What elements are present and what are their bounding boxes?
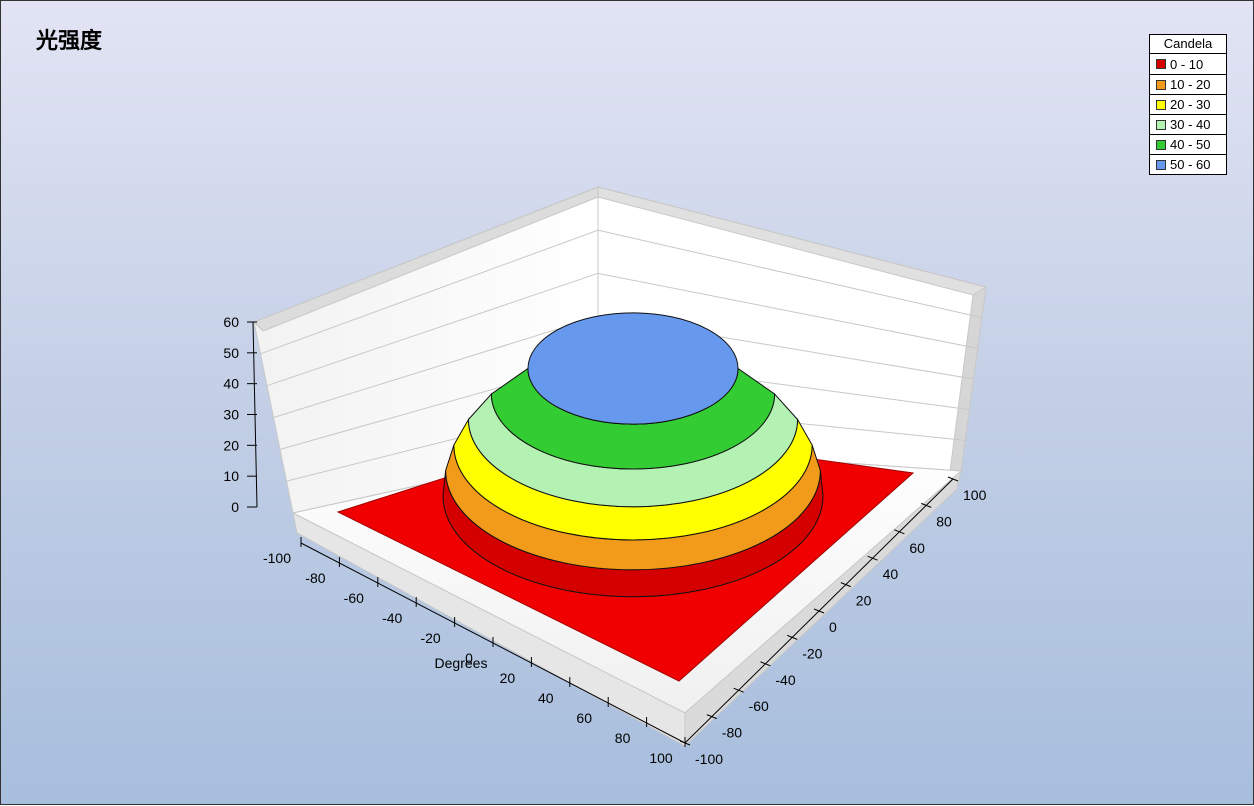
y-tick [679, 740, 691, 746]
legend: Candela 0 - 10 10 - 20 20 - 30 30 - 40 40 - … [1149, 34, 1227, 175]
x-tick-label: 40 [538, 690, 554, 706]
legend-item: 0 - 10 [1150, 54, 1226, 74]
legend-item: 10 - 20 [1150, 74, 1226, 94]
gridline [273, 316, 599, 418]
legend-label: 10 - 20 [1170, 77, 1211, 92]
y-tick-label: -20 [802, 645, 822, 661]
y-tick [947, 476, 959, 482]
z-tick-label: 0 [231, 499, 239, 515]
y-tick [921, 502, 932, 508]
y-tick [840, 582, 851, 588]
y-tick-label: 100 [963, 487, 987, 503]
y-tick [733, 687, 744, 693]
legend-item: 40 - 50 [1150, 134, 1226, 154]
x-tick-label: -100 [263, 550, 291, 566]
y-tick-label: -60 [749, 698, 769, 714]
y-tick-label: 40 [883, 566, 899, 582]
legend-label: 50 - 60 [1170, 157, 1211, 172]
y-tick [894, 529, 905, 535]
z-axis-line [252, 321, 258, 508]
y-tick-label: -80 [722, 725, 742, 741]
legend-swatch [1156, 119, 1166, 130]
z-tick-label: 50 [223, 345, 239, 361]
y-tick-label: -100 [695, 751, 723, 767]
z-tick-label: 20 [223, 437, 239, 453]
legend-swatch [1156, 79, 1166, 90]
legend-item: 20 - 30 [1150, 94, 1226, 114]
gridline [597, 186, 987, 288]
x-tick-label: -60 [344, 590, 364, 606]
surface-peak-cap [527, 312, 739, 425]
z-tick-label: 10 [223, 468, 239, 484]
legend-title: Candela [1150, 35, 1226, 54]
y-tick-label: 80 [936, 513, 952, 529]
legend-swatch [1156, 139, 1166, 150]
legend-item: 30 - 40 [1150, 114, 1226, 134]
gridline [597, 229, 982, 319]
y-tick [813, 608, 825, 614]
x-tick-label: -80 [305, 570, 325, 586]
x-tick-label: 80 [615, 730, 631, 746]
legend-swatch [1156, 99, 1166, 110]
z-tick-label: 30 [223, 407, 239, 423]
x-tick-label: -20 [420, 630, 440, 646]
x-tick-label: 60 [576, 710, 592, 726]
x-tick-label: -40 [382, 610, 402, 626]
y-tick-label: 60 [909, 540, 925, 556]
y-tick [706, 714, 717, 720]
gridline [597, 272, 978, 349]
legend-label: 20 - 30 [1170, 97, 1211, 112]
legend-label: 40 - 50 [1170, 137, 1211, 152]
x-axis: -100 -80 -60 -40 -20 0 20 40 60 80 100 [263, 537, 686, 766]
gridline [260, 229, 599, 355]
x-tick-label: 0 [465, 650, 473, 666]
x-axis-label: Degrees [435, 655, 488, 671]
legend-swatch [1156, 159, 1166, 170]
legend-swatch [1156, 59, 1166, 69]
x-tick-label: 100 [649, 750, 673, 766]
x-tick-label: 20 [500, 670, 516, 686]
gridline [266, 272, 599, 387]
legend-label: 30 - 40 [1170, 117, 1211, 132]
legend-item: 50 - 60 [1150, 154, 1226, 174]
chart-title: 光强度 [36, 29, 103, 54]
z-tick-label: 60 [223, 314, 239, 330]
y-tick [760, 661, 771, 667]
surface-dome [442, 312, 824, 598]
y-tick-label: -40 [775, 672, 795, 688]
y-tick [787, 634, 798, 640]
y-tick-label: 20 [856, 593, 872, 609]
legend-label: 0 - 10 [1170, 56, 1204, 72]
y-tick [867, 555, 878, 561]
y-tick-label: 0 [829, 619, 837, 635]
y-axis: -100 -80 -60 -40 -20 0 20 40 60 80 100 [679, 476, 987, 767]
z-tick-label: 40 [223, 376, 239, 392]
z-axis: 0 10 20 30 40 50 60 [223, 314, 258, 515]
gridline [253, 186, 599, 323]
